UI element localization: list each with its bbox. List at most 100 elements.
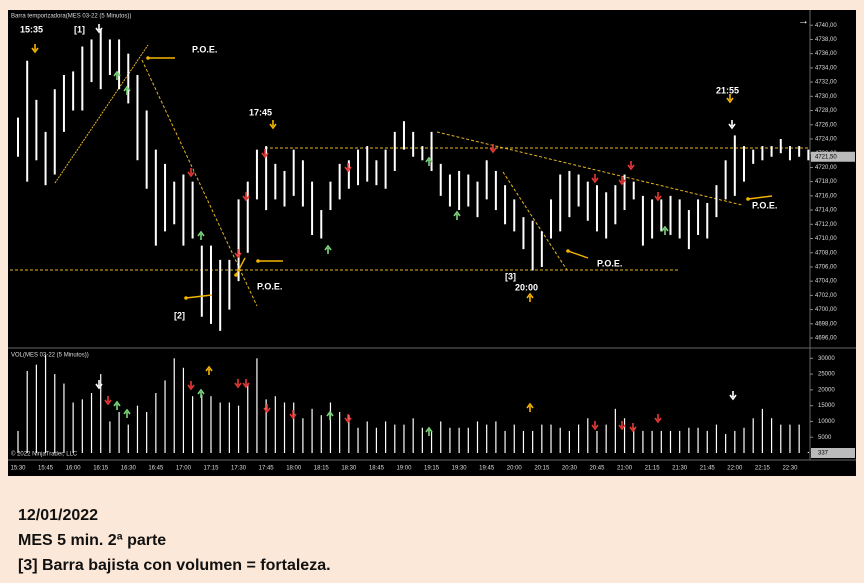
signal-arrow xyxy=(234,249,242,259)
x-tick-label: 18:15 xyxy=(314,466,330,472)
pointer-head xyxy=(256,259,260,263)
volume-title: VOL(MES 03-22 (5 Minutos)) xyxy=(11,353,89,359)
x-tick-label: 18:45 xyxy=(369,466,385,472)
y-tick-label: 4698,00 xyxy=(815,321,837,327)
x-tick-label: 21:00 xyxy=(617,466,633,472)
signal-arrow xyxy=(113,70,121,80)
y-tick-label: 4710,00 xyxy=(815,236,837,242)
signal-arrow xyxy=(104,396,112,406)
annotation: P.O.E. xyxy=(257,281,282,291)
y-tick-label: 4738,00 xyxy=(815,37,837,43)
y-tick-label: 30000 xyxy=(818,356,835,362)
signal-arrow xyxy=(344,163,352,173)
footer-line: 12/01/2022 xyxy=(18,507,99,524)
y-tick-label: 4704,00 xyxy=(815,279,837,285)
last-volume-box xyxy=(811,448,855,458)
signal-arrow xyxy=(95,380,103,390)
x-tick-label: 21:15 xyxy=(645,466,661,472)
x-tick-label: 17:15 xyxy=(203,466,219,472)
annotation: 15:35 xyxy=(20,24,43,34)
x-tick-label: 19:15 xyxy=(424,466,440,472)
y-tick-label: 4726,00 xyxy=(815,122,837,128)
y-tick-label: 4730,00 xyxy=(815,94,837,100)
x-tick-label: 16:45 xyxy=(148,466,164,472)
signal-arrow xyxy=(113,400,121,410)
footer-line: [3] Barra bajista con volumen = fortalez… xyxy=(18,557,331,574)
y-tick-label: 4728,00 xyxy=(815,108,837,114)
signal-arrows xyxy=(31,24,773,436)
x-tick-label: 22:00 xyxy=(727,466,743,472)
y-tick-label: 4734,00 xyxy=(815,65,837,71)
y-tick-label: 4720,00 xyxy=(815,165,837,171)
pointer-arrow xyxy=(185,294,213,299)
signal-arrow xyxy=(654,414,662,424)
annotation: 21:55 xyxy=(716,85,739,95)
signal-arrow xyxy=(242,379,250,389)
signal-arrow xyxy=(726,94,734,104)
pointer-head xyxy=(184,296,188,300)
y-tick-label: 4718,00 xyxy=(815,179,837,185)
copyright: © 2022 NinjaTrader, LLC xyxy=(11,451,78,458)
y-tick-label: 4700,00 xyxy=(815,307,837,313)
signal-arrow xyxy=(197,388,205,398)
x-tick-label: 20:45 xyxy=(589,466,605,472)
signal-arrow xyxy=(344,414,352,424)
pointer-head xyxy=(746,197,750,201)
signal-arrow xyxy=(729,391,737,401)
signal-arrow xyxy=(324,244,332,254)
signal-arrow xyxy=(263,404,271,414)
x-tick-label: 19:30 xyxy=(452,466,468,472)
y-tick-label: 4708,00 xyxy=(815,250,837,256)
signal-arrow xyxy=(591,174,599,184)
y-tick-label: 4702,00 xyxy=(815,293,837,299)
chart-background xyxy=(8,10,856,476)
x-tick-label: 16:30 xyxy=(121,466,137,472)
annotation: [2] xyxy=(174,310,185,320)
x-tick-label: 20:30 xyxy=(562,466,578,472)
y-tick-label: 4736,00 xyxy=(815,51,837,57)
x-tick-label: 16:15 xyxy=(93,466,109,472)
signal-arrow xyxy=(234,379,242,389)
signal-arrow xyxy=(728,120,736,130)
footer-line: MES 5 min. 2ª parte xyxy=(18,532,167,549)
pointer-arrow xyxy=(235,257,246,276)
signal-arrow xyxy=(526,292,534,302)
x-tick-label: 17:45 xyxy=(259,466,275,472)
signal-arrow xyxy=(425,426,433,436)
x-tick-label: 15:30 xyxy=(10,466,26,472)
x-tick-label: 15:45 xyxy=(38,466,54,472)
y-tick-label: 4706,00 xyxy=(815,265,837,271)
signal-arrow xyxy=(197,230,205,240)
signal-arrow xyxy=(261,149,269,159)
signal-arrow xyxy=(187,381,195,391)
x-tick-label: 20:15 xyxy=(534,466,550,472)
annotation: 20:00 xyxy=(515,282,538,292)
signal-arrow xyxy=(425,156,433,166)
y-tick-label: 4714,00 xyxy=(815,208,837,214)
x-tick-label: 16:00 xyxy=(66,466,82,472)
annotation: P.O.E. xyxy=(752,200,777,210)
annotation: [3] xyxy=(505,271,516,281)
pointer-head xyxy=(146,56,150,60)
signal-arrow xyxy=(591,421,599,431)
y-tick-label: 4724,00 xyxy=(815,137,837,143)
y-tick-label: 20000 xyxy=(818,387,835,393)
signal-arrow xyxy=(205,365,213,375)
annotation: P.O.E. xyxy=(192,44,217,54)
pointer-head xyxy=(566,249,570,253)
signal-arrow xyxy=(123,85,131,95)
x-tick-label: 18:00 xyxy=(286,466,302,472)
y-tick-label: 4740,00 xyxy=(815,23,837,29)
x-tick-label: 19:00 xyxy=(396,466,412,472)
x-tick-label: 19:45 xyxy=(479,466,495,472)
expand-icon[interactable]: → xyxy=(798,15,809,27)
annotations: 15:35 [1] P.O.E. 17:45 P.O.E. [2] [3] 20… xyxy=(20,24,777,320)
price-title: Barra temporizadora(MES 03-22 (5 Minutos… xyxy=(11,14,131,20)
x-tick-label: 17:00 xyxy=(176,466,192,472)
x-tick-label: 21:30 xyxy=(672,466,688,472)
y-tick-label: 4696,00 xyxy=(815,336,837,342)
signal-arrow xyxy=(289,410,297,420)
chart: Barra temporizadora(MES 03-22 (5 Minutos… xyxy=(8,10,856,476)
signal-arrow xyxy=(95,24,103,34)
